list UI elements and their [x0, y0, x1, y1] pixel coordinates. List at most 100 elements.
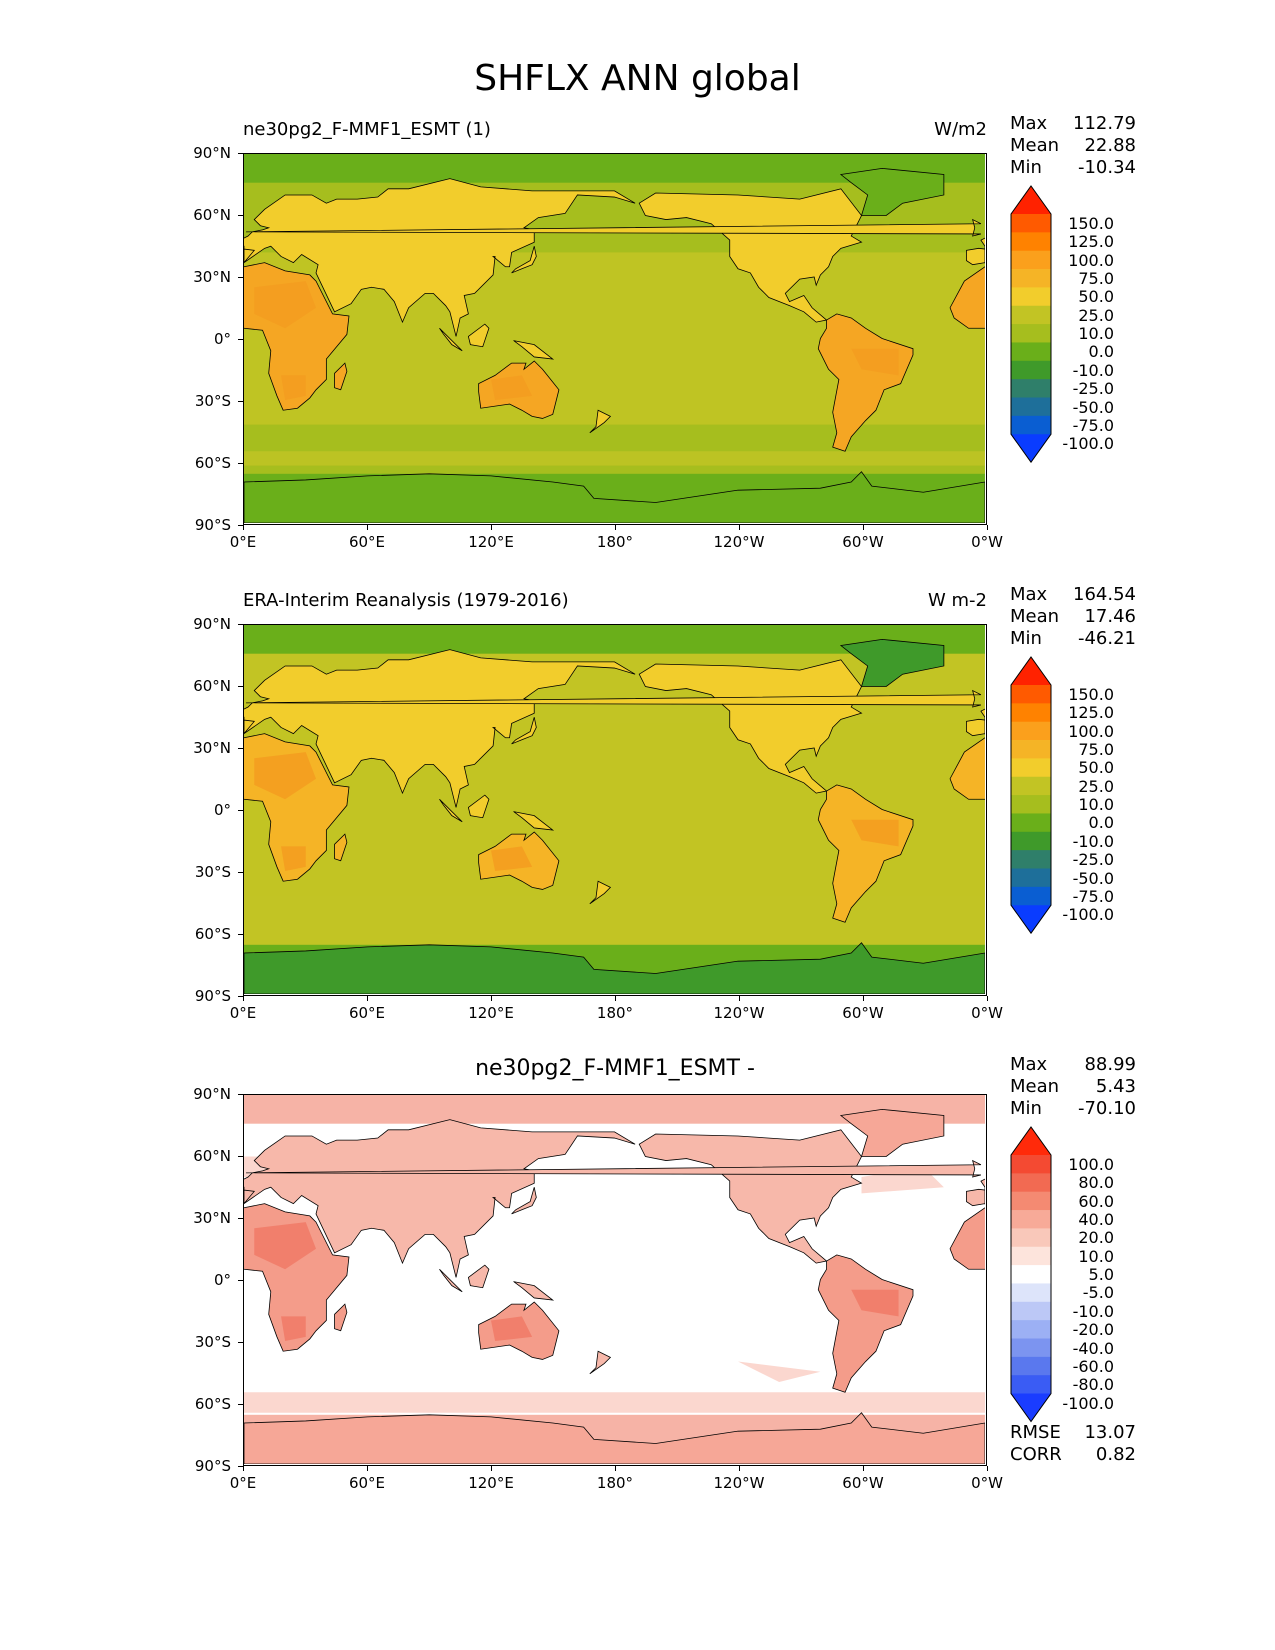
colorbar-segment — [1011, 324, 1051, 343]
uk-landmass — [246, 1159, 982, 1178]
colorbar-tick-label: 0.0 — [1088, 342, 1114, 362]
colorbar-tick-label: 100.0 — [1068, 721, 1114, 741]
colorbar-tick-label: -10.0 — [1072, 360, 1114, 380]
eurasia-landmass-wrap — [966, 237, 985, 266]
stat-label: CORR — [1010, 1444, 1062, 1465]
colorbar-segment — [1011, 360, 1051, 380]
africa-landmass-wrap — [949, 266, 985, 329]
africa-landmass-wrap — [949, 1207, 985, 1270]
antarctica-landmass — [244, 942, 985, 994]
lat-tick-label: 60°N — [193, 206, 231, 224]
lat-tick-label: 60°N — [193, 1147, 231, 1165]
borneo-landmass — [467, 794, 490, 819]
eurasia-landmass — [244, 178, 636, 337]
stat-row: RMSE 13.07 — [1010, 1422, 1136, 1444]
lon-tick — [243, 525, 244, 530]
japan-landmass — [511, 717, 537, 745]
colorbar-tick-label: -60.0 — [1072, 1356, 1114, 1376]
stat-row: Min -10.34 — [1010, 157, 1136, 179]
diff-patch — [244, 1392, 985, 1413]
colorbar-tick-label: 100.0 — [1068, 1155, 1114, 1174]
japan-landmass — [511, 246, 537, 274]
lon-tick — [367, 525, 368, 530]
colorbar-segment — [1011, 703, 1051, 723]
colorbar-tick-label: 40.0 — [1078, 1210, 1114, 1230]
colorbar-extend-min — [1011, 905, 1051, 934]
stat-row: Max 112.79 — [1010, 113, 1136, 135]
lat-tick-label: 60°S — [194, 925, 231, 943]
lat-tick-label: 30°N — [193, 739, 231, 757]
hot-spot — [491, 1316, 533, 1341]
colorbar-tick-label: -100.0 — [1062, 1393, 1114, 1413]
lon-tick-label: 60°E — [348, 1004, 386, 1022]
colorbar-segment — [1011, 1191, 1051, 1211]
stat-label: Mean — [1010, 606, 1060, 627]
colorbar-segment — [1011, 740, 1051, 759]
lat-tick — [238, 1218, 243, 1219]
eurasia-landmass-wrap — [966, 1178, 985, 1207]
colorbar-tick-label: 125.0 — [1068, 703, 1114, 723]
colorbar-tick-label: 100.0 — [1068, 250, 1114, 270]
sumatra-landmass — [439, 328, 463, 352]
colorbar-segment — [1011, 721, 1051, 741]
lon-tick-label: 60°E — [348, 1474, 386, 1492]
colorbar-tick-label: 75.0 — [1078, 740, 1114, 760]
borneo-landmass — [467, 1264, 490, 1289]
ocean-band — [244, 922, 985, 937]
colorbar-segment — [1011, 287, 1051, 307]
lat-tick — [238, 525, 243, 526]
lon-tick-label: 120°E — [468, 533, 514, 551]
colorbar-segment — [1011, 305, 1051, 325]
lat-tick-label: 60°S — [194, 454, 231, 472]
nz-landmass — [589, 409, 612, 434]
lon-tick-label: 0°E — [229, 533, 257, 551]
panel-units: W m-2 — [927, 590, 987, 611]
lon-tick-label: 120°W — [713, 533, 765, 551]
eurasia-landmass — [244, 649, 636, 808]
lat-tick — [238, 624, 243, 625]
stat-label: Max — [1010, 1054, 1048, 1075]
colorbar-segment — [1011, 342, 1051, 362]
colorbar-segment — [1011, 1265, 1051, 1284]
colorbar-tick-label: -100.0 — [1062, 905, 1114, 925]
samerica-landmass — [817, 1254, 914, 1393]
colorbar-tick-label: -10.0 — [1072, 831, 1114, 851]
hot-spot — [254, 281, 317, 329]
panel-title-left: ERA-Interim Reanalysis (1979-2016) — [243, 590, 569, 611]
lat-tick — [238, 339, 243, 340]
colorbar-tick-label: -20.0 — [1072, 1320, 1114, 1340]
lat-tick-label: 0° — [213, 1271, 231, 1289]
colorbar-tick-label: -25.0 — [1072, 379, 1114, 399]
colorbar-outline — [1010, 185, 1052, 464]
lat-tick-label: 60°S — [194, 1395, 231, 1413]
stat-value: -10.34 — [1077, 157, 1136, 178]
colorbar-segment — [1011, 868, 1051, 888]
hot-spot — [281, 375, 306, 400]
greenland-landmass — [839, 1108, 945, 1157]
greenland-landmass — [839, 638, 945, 687]
lat-tick — [238, 1156, 243, 1157]
colorbar-tick-label: -75.0 — [1072, 415, 1114, 435]
stat-value: 164.54 — [1073, 584, 1136, 605]
hot-spot — [851, 819, 899, 847]
colorbar — [1010, 1126, 1052, 1427]
uk-landmass — [246, 689, 982, 708]
lon-tick — [243, 1466, 244, 1471]
map-plot-area — [243, 153, 987, 525]
colorbar-tick-label: 10.0 — [1078, 324, 1114, 344]
colorbar-tick-label: 80.0 — [1078, 1173, 1114, 1193]
lat-tick — [238, 934, 243, 935]
lat-tick-label: 0° — [213, 330, 231, 348]
colorbar-segment — [1011, 886, 1051, 906]
lon-tick-label: 60°W — [842, 533, 884, 551]
map-plot-area — [243, 1094, 987, 1466]
hot-spot — [491, 375, 533, 400]
lat-tick — [238, 996, 243, 997]
madagascar-landmass — [334, 833, 348, 862]
lon-tick — [491, 996, 492, 1001]
colorbar-segment — [1011, 813, 1051, 833]
figure-title: SHFLX ANN global — [474, 58, 801, 99]
colorbar-segment — [1011, 232, 1051, 252]
hot-spot — [851, 348, 899, 376]
colorbar-tick-label: -50.0 — [1072, 868, 1114, 888]
